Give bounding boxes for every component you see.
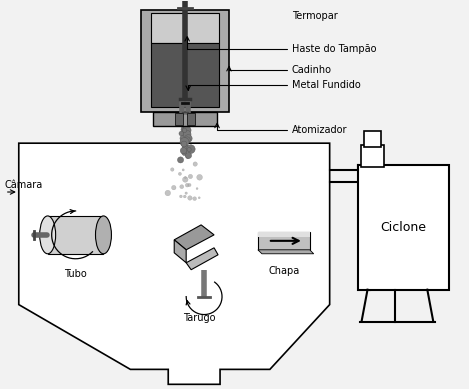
Circle shape (187, 147, 191, 152)
Text: Tarugo: Tarugo (183, 313, 215, 322)
Circle shape (188, 196, 192, 200)
Circle shape (182, 128, 187, 133)
Bar (151, 13, 219, 42)
Circle shape (185, 183, 189, 187)
Circle shape (177, 157, 183, 163)
Circle shape (186, 145, 195, 154)
Circle shape (163, 159, 207, 203)
Circle shape (196, 187, 198, 189)
Bar (258, 232, 310, 237)
Polygon shape (186, 248, 218, 270)
Circle shape (182, 177, 188, 182)
Text: Tubo: Tubo (64, 269, 87, 279)
Circle shape (183, 195, 186, 198)
Circle shape (180, 185, 184, 189)
Bar (363, 131, 381, 147)
Circle shape (180, 135, 187, 142)
Circle shape (182, 169, 184, 171)
Circle shape (193, 162, 197, 166)
Circle shape (172, 186, 176, 190)
Bar (151, 42, 219, 107)
Circle shape (182, 126, 191, 135)
Circle shape (198, 197, 200, 199)
Bar (175, 113, 183, 125)
Text: Haste do Tampão: Haste do Tampão (292, 44, 376, 54)
Text: Ciclone: Ciclone (380, 221, 426, 234)
Ellipse shape (96, 216, 112, 254)
Bar (187, 113, 195, 125)
Circle shape (185, 192, 188, 194)
Text: Chapa: Chapa (268, 266, 299, 276)
Circle shape (197, 174, 203, 180)
Bar (258, 232, 310, 250)
Circle shape (193, 197, 197, 201)
Circle shape (188, 174, 193, 179)
Circle shape (186, 154, 189, 158)
Circle shape (165, 190, 171, 196)
Circle shape (180, 138, 189, 147)
Circle shape (181, 125, 189, 134)
Circle shape (184, 137, 190, 142)
Circle shape (184, 177, 187, 179)
Circle shape (182, 150, 187, 156)
Bar (48, 216, 104, 254)
Circle shape (178, 172, 182, 175)
Ellipse shape (40, 216, 56, 254)
Circle shape (180, 147, 187, 154)
Circle shape (179, 131, 183, 136)
Text: Termopar: Termopar (292, 11, 338, 21)
Polygon shape (258, 250, 314, 254)
Text: Atomizador: Atomizador (292, 125, 348, 135)
Bar (141, 10, 229, 112)
Bar (361, 145, 385, 167)
Bar (357, 165, 449, 290)
Bar (153, 112, 217, 126)
Circle shape (180, 195, 182, 198)
Circle shape (183, 130, 191, 138)
Text: Câmara: Câmara (5, 180, 43, 190)
Bar (357, 165, 370, 170)
Polygon shape (174, 240, 186, 263)
Circle shape (182, 144, 189, 150)
Text: Cadinho: Cadinho (292, 65, 332, 75)
Polygon shape (19, 143, 330, 384)
Circle shape (171, 168, 174, 171)
Circle shape (184, 135, 192, 142)
Circle shape (188, 183, 191, 187)
Circle shape (181, 141, 187, 147)
Circle shape (186, 152, 191, 159)
Polygon shape (174, 225, 214, 250)
Text: Metal Fundido: Metal Fundido (292, 81, 361, 90)
